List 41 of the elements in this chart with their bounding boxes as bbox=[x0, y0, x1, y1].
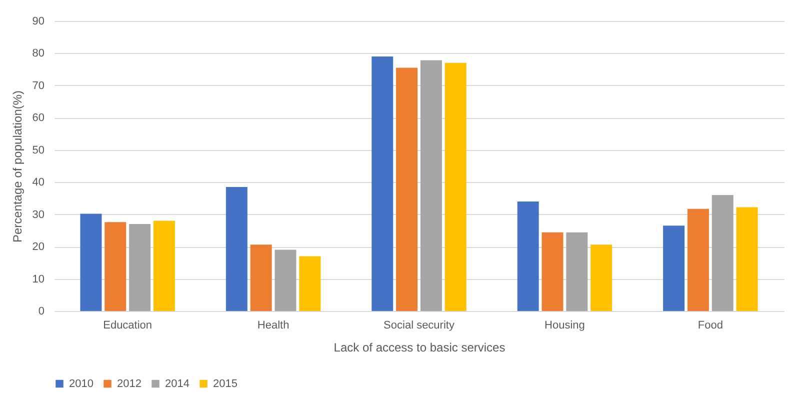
bar bbox=[420, 60, 442, 311]
bar bbox=[153, 220, 175, 311]
x-tick-label: Housing bbox=[544, 320, 585, 332]
x-tick-label: Social security bbox=[384, 320, 455, 332]
bar bbox=[517, 201, 539, 311]
legend-label: 2014 bbox=[165, 378, 190, 390]
y-tick-label: 50 bbox=[32, 144, 44, 156]
y-tick-label: 20 bbox=[32, 241, 44, 254]
legend-label: 2010 bbox=[69, 378, 94, 390]
legend-label: 2015 bbox=[213, 378, 238, 390]
bar bbox=[444, 62, 466, 311]
y-tick-label: 30 bbox=[32, 208, 44, 221]
x-tick-label: Food bbox=[698, 320, 723, 332]
y-tick-label: 80 bbox=[32, 48, 44, 60]
y-axis-title: Percentage of population(%) bbox=[10, 90, 24, 243]
bar bbox=[299, 256, 321, 311]
y-tick-label: 60 bbox=[32, 112, 44, 124]
bar bbox=[226, 186, 248, 311]
y-tick-label: 0 bbox=[38, 306, 44, 318]
bar bbox=[590, 244, 612, 311]
legend-label: 2012 bbox=[117, 378, 142, 390]
y-tick-label: 70 bbox=[32, 80, 44, 92]
x-tick-label: Education bbox=[103, 320, 152, 332]
bar bbox=[736, 207, 758, 311]
bar bbox=[129, 224, 151, 311]
x-tick-label: Health bbox=[257, 320, 290, 332]
bar bbox=[372, 56, 394, 311]
bar bbox=[274, 250, 296, 311]
bar bbox=[104, 222, 126, 311]
y-tick-label: 40 bbox=[32, 176, 44, 189]
bar bbox=[687, 208, 709, 311]
bar bbox=[712, 195, 734, 311]
bar bbox=[663, 226, 685, 311]
bar bbox=[542, 232, 564, 311]
bar bbox=[250, 244, 272, 311]
bar bbox=[396, 68, 418, 311]
y-tick-label: 90 bbox=[32, 16, 44, 28]
bar bbox=[566, 232, 588, 311]
bar bbox=[80, 214, 102, 311]
y-tick-label: 10 bbox=[32, 273, 44, 286]
x-axis-title: Lack of access to basic services bbox=[334, 340, 506, 354]
